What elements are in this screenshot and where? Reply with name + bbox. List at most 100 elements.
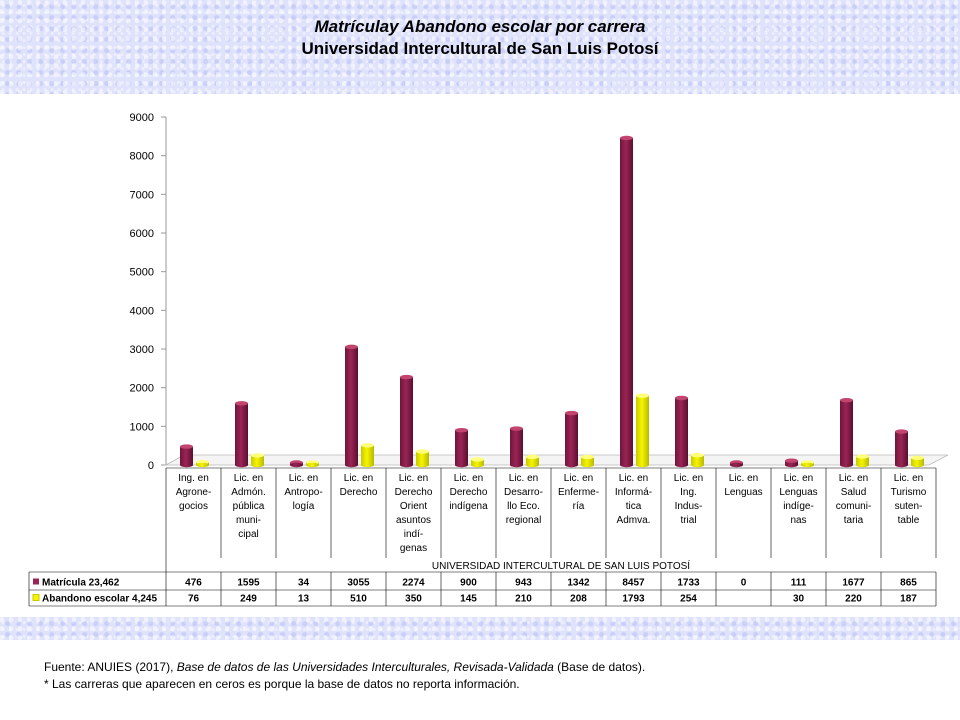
bar-abandono [251,455,264,465]
bar-abandono-base [361,462,374,468]
bar-matricula-base [565,462,578,468]
bar-abandono [361,445,374,465]
data-label-abandono: 210 [515,594,532,605]
data-label-matricula: 1733 [677,578,700,589]
data-label-abandono: 208 [570,594,587,605]
category-label: Ing. [680,487,697,498]
legend-label-matricula: Matrícula 23,462 [42,578,120,589]
bar-abandono-cap [636,393,649,398]
category-label: Lenguas [779,487,817,498]
bar-matricula-base [675,462,688,468]
data-label-abandono: 249 [240,594,257,605]
category-label: Derecho [395,487,433,498]
category-label: Lic. en [564,473,593,484]
category-label: ría [573,501,585,512]
bar-matricula-base [345,462,358,468]
bar-abandono-base [251,462,264,468]
bar-matricula-cap [510,426,523,431]
bar-abandono-cap [251,453,264,458]
category-label: Derecho [340,487,378,498]
category-label: muni- [236,515,261,526]
data-label-matricula: 865 [900,578,917,589]
category-label: Salud [841,487,867,498]
category-label: Enferme- [558,487,599,498]
y-tick-label: 9000 [130,112,154,124]
data-label-abandono: 1793 [622,594,645,605]
chart-area: 0100020003000400050006000700080009000Ing… [28,112,949,607]
data-label-matricula: 943 [515,578,532,589]
source-title: Base de datos de las Universidades Inter… [176,660,554,674]
bar-matricula-base [400,462,413,468]
y-tick-label: 5000 [130,267,154,279]
bar-matricula-cap [620,135,633,141]
bar-abandono [691,455,704,465]
legend-key-matricula [33,578,39,585]
category-label: Lic. en [454,473,483,484]
bar-abandono-base [691,462,704,468]
y-tick-label: 7000 [130,189,154,201]
data-label-matricula: 3055 [347,578,370,589]
bar-abandono-base [196,462,209,468]
bar-matricula [455,430,468,465]
category-label: indígena [449,501,488,512]
y-tick-label: 4000 [130,305,154,317]
data-label-abandono: 187 [900,594,917,605]
category-label: Lic. en [619,473,648,484]
category-label: table [898,515,920,526]
category-label: taria [844,515,864,526]
bar-matricula-cap [895,429,908,434]
source-note: Fuente: ANUIES (2017), Base de datos de … [44,659,645,693]
source-line: Fuente: ANUIES (2017), Base de datos de … [44,659,645,676]
chart-floor [164,454,949,466]
bar-abandono-base [911,462,924,468]
bar-matricula-cap [345,344,358,350]
category-label: trial [680,515,696,526]
category-label: Desarro- [504,487,543,498]
category-label: comuni- [836,501,872,512]
bar-matricula-cap [455,428,468,433]
data-label-abandono: 510 [350,594,367,605]
data-label-matricula: 111 [791,578,807,589]
chart-title-line2: Universidad Intercultural de San Luis Po… [301,39,659,58]
bar-matricula-base [455,462,468,468]
category-label: Lic. en [234,473,263,484]
bar-matricula-base [840,462,853,468]
data-label-matricula: 1595 [237,578,260,589]
data-label-matricula: 1677 [842,578,865,589]
bar-abandono [471,459,484,465]
category-label: Antropo- [284,487,322,498]
data-label-matricula: 2274 [402,578,425,589]
data-label-abandono: 76 [188,594,200,605]
category-label: Orient [400,501,427,512]
bar-matricula-base [620,462,633,468]
category-label: Lic. en [839,473,868,484]
bar-matricula [565,413,578,465]
category-label: Lic. en [344,473,373,484]
category-label: Lic. en [729,473,758,484]
source-footnote: * Las carreras que aparecen en ceros es … [44,677,520,691]
bar-abandono [856,456,869,465]
category-label: Lic. en [784,473,813,484]
bar-matricula [895,431,908,465]
category-label: Agrone- [176,487,212,498]
data-label-matricula: 34 [298,578,310,589]
bar-matricula-cap [675,395,688,401]
bar-abandono-base [856,462,869,468]
bar-abandono-cap [361,443,374,448]
category-label: indíge- [783,501,814,512]
bar-abandono-base [471,462,484,468]
category-label: nas [790,515,806,526]
y-tick-label: 8000 [130,151,154,163]
bar-abandono-base [306,462,319,468]
bar-matricula [235,403,248,465]
category-label: Lic. en [399,473,428,484]
category-label: Admón. [231,487,265,498]
footer-band [0,617,960,640]
bar-matricula-base [785,462,798,468]
bar-matricula-cap [235,401,248,406]
bar-matricula [180,446,193,465]
category-label: Lic. en [894,473,923,484]
bar-abandono [526,456,539,465]
data-label-abandono: 145 [460,594,477,605]
bar-matricula [675,397,688,465]
